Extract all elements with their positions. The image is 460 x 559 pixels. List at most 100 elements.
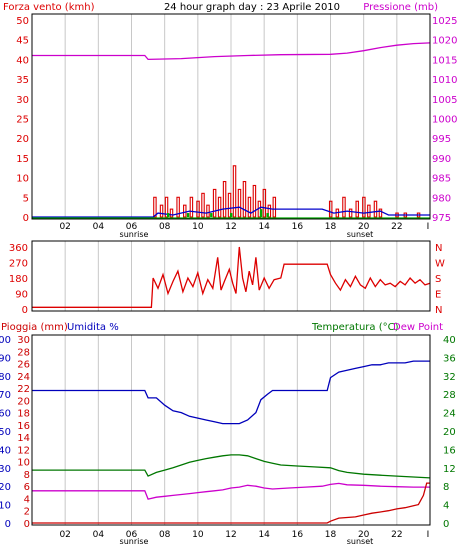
direction-degree-label: 180 <box>9 274 28 285</box>
wind-tick-label: 50 <box>16 16 29 27</box>
rain-tick-label: 4 <box>24 494 30 505</box>
rain-tick-label: 16 <box>17 421 30 432</box>
direction-degree-label: 0 <box>22 305 28 316</box>
rain-tick-label: 28 <box>17 347 30 358</box>
rain-tick-label: 6 <box>24 482 30 493</box>
wind-speed-bar <box>232 165 237 218</box>
humidity-tick-label: 50 <box>0 427 11 438</box>
sunset-label-bottom: sunset <box>347 537 374 546</box>
x-tick-label: 06 <box>126 222 138 232</box>
wind-gust-bar <box>259 209 263 217</box>
wind-tick-label: 35 <box>16 75 29 86</box>
humidity-line <box>32 360 430 425</box>
wind-gust-bar <box>186 213 190 217</box>
wind-speed-bar <box>373 200 378 218</box>
rain-tick-label: 8 <box>24 470 30 481</box>
x-tick-label: 16 <box>292 530 304 540</box>
pressure-tick-label: 990 <box>432 154 451 165</box>
humidity-tick-label: 70 <box>0 390 11 401</box>
wind-speed-bar <box>252 184 257 218</box>
panel1-series <box>32 42 431 219</box>
panel1-grid <box>64 14 398 219</box>
wind-speed-bar <box>189 196 194 218</box>
wind-speed-bar <box>362 196 366 218</box>
wind-tick-labels: 0 5 10 15 20 25 30 35 40 45 50 <box>16 16 29 224</box>
wind-speed-bar <box>355 200 359 218</box>
panel1-x-tick-labels: 02 04 06 08 10 12 14 16 18 20 22 I <box>59 222 429 232</box>
wind-speed-bar <box>183 204 187 218</box>
x-tick-label: 02 <box>59 530 70 540</box>
temperature-tick-label: 4 <box>443 501 449 512</box>
x-tick-label: 08 <box>159 222 171 232</box>
wind-gust-bar <box>210 213 213 217</box>
direction-degree-label: 360 <box>9 243 28 254</box>
wind-speed-bar <box>237 188 242 218</box>
wind-average-line <box>32 206 430 218</box>
rain-tick-label: 18 <box>17 409 30 420</box>
humidity-tick-label: 0 <box>5 519 11 530</box>
rain-tick-label: 14 <box>17 433 30 444</box>
chart-title: 24 hour graph day : 23 Aprile 2010 <box>164 2 340 13</box>
wind-axis-label: Forza vento (kmh) <box>3 2 95 13</box>
temperature-line <box>32 454 431 479</box>
x-tick-label: 14 <box>258 530 270 540</box>
temperature-tick-labels: 0 4 8 12 16 20 24 28 32 36 40 <box>443 335 456 530</box>
wind-speed-bar <box>378 208 383 218</box>
x-tick-label: 16 <box>292 222 304 232</box>
wind-speed-bar <box>267 204 272 218</box>
wind-speed-bar <box>159 204 164 218</box>
direction-degree-label: 90 <box>15 290 28 301</box>
temperature-tick-label: 8 <box>443 482 449 493</box>
x-tick-label: 20 <box>358 222 370 232</box>
dewpoint-line <box>32 482 430 500</box>
wind-speed-bar <box>201 192 205 218</box>
pressure-line <box>32 42 431 61</box>
wind-speed-bar <box>169 208 174 218</box>
humidity-tick-label: 90 <box>0 353 11 364</box>
direction-degree-labels: 0 90 180 270 360 <box>9 243 28 316</box>
wind-speed-bar <box>217 196 222 218</box>
humidity-tick-label: 40 <box>0 445 11 456</box>
pressure-tick-label: 985 <box>432 174 451 185</box>
x-tick-label: 12 <box>225 222 236 232</box>
pressure-tick-label: 1000 <box>432 115 457 126</box>
temperature-tick-label: 12 <box>443 464 456 475</box>
humidity-tick-label: 60 <box>0 409 11 420</box>
pressure-tick-label: 1010 <box>432 75 457 86</box>
wind-speed-bar <box>176 196 180 218</box>
humidity-axis-label: Umidita % <box>67 322 119 333</box>
panel3-series <box>32 360 431 524</box>
wind-gust-bar <box>166 213 170 217</box>
x-tick-label: 04 <box>93 222 105 232</box>
temperature-tick-label: 0 <box>443 519 449 530</box>
x-tick-label: 10 <box>192 222 204 232</box>
temperature-tick-label: 20 <box>443 427 456 438</box>
x-tick-label: 06 <box>126 530 138 540</box>
wind-tick-label: 30 <box>16 95 29 106</box>
rain-tick-label: 26 <box>17 360 30 371</box>
humidity-tick-label: 10 <box>0 501 11 512</box>
wind-speed-bar <box>242 180 247 218</box>
direction-compass-label: W <box>435 259 445 270</box>
wind-speed-bar <box>196 200 200 218</box>
wind-speed-bar <box>272 196 277 218</box>
temperature-tick-label: 36 <box>443 353 456 364</box>
x-end-tick-label: I <box>427 222 430 232</box>
x-end-tick-label: I <box>427 530 430 540</box>
sunrise-label: sunrise <box>120 230 149 239</box>
pressure-tick-label: 1005 <box>432 95 457 106</box>
pressure-tick-label: 980 <box>432 193 451 204</box>
wind-speed-bar <box>342 196 346 218</box>
wind-speed-bar <box>348 208 353 218</box>
x-tick-label: 02 <box>59 222 70 232</box>
wind-tick-label: 10 <box>16 174 29 185</box>
sunset-label: sunset <box>347 230 374 239</box>
wind-direction-line <box>32 246 431 308</box>
dewpoint-axis-label: Dew Point <box>393 322 443 333</box>
x-tick-label: 20 <box>358 530 370 540</box>
wind-tick-label: 5 <box>23 193 29 204</box>
x-tick-label: 10 <box>192 530 204 540</box>
wind-tick-label: 20 <box>16 134 29 145</box>
wind-tick-label: 15 <box>16 154 29 165</box>
x-tick-label: 18 <box>325 530 337 540</box>
